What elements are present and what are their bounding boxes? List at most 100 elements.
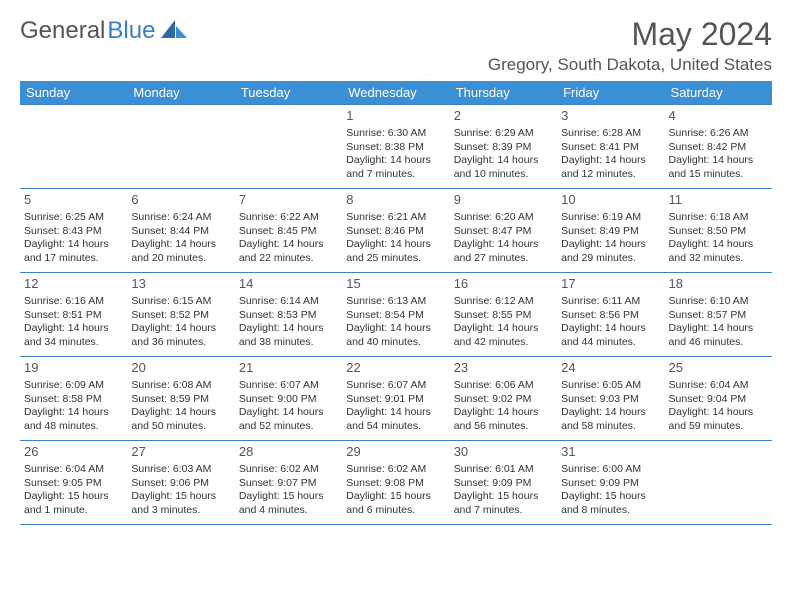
sail-icon <box>161 16 187 45</box>
brand-part2: Blue <box>107 17 155 45</box>
daylight-text: Daylight: 14 hours <box>561 154 660 168</box>
sunset-text: Sunset: 9:03 PM <box>561 393 660 407</box>
daylight-text: and 59 minutes. <box>669 420 768 434</box>
daylight-text: Daylight: 14 hours <box>669 238 768 252</box>
daylight-text: and 20 minutes. <box>131 252 230 266</box>
day-number: 24 <box>561 360 660 377</box>
day-number: 31 <box>561 444 660 461</box>
daylight-text: and 48 minutes. <box>24 420 123 434</box>
day-cell: 7Sunrise: 6:22 AMSunset: 8:45 PMDaylight… <box>235 189 342 273</box>
day-cell: 10Sunrise: 6:19 AMSunset: 8:49 PMDayligh… <box>557 189 664 273</box>
daylight-text: Daylight: 14 hours <box>561 238 660 252</box>
sunrise-text: Sunrise: 6:02 AM <box>239 463 338 477</box>
daylight-text: Daylight: 15 hours <box>24 490 123 504</box>
daylight-text: and 17 minutes. <box>24 252 123 266</box>
sunrise-text: Sunrise: 6:08 AM <box>131 379 230 393</box>
weekday-header: Sunday <box>20 81 127 105</box>
sunset-text: Sunset: 8:38 PM <box>346 141 445 155</box>
sunrise-text: Sunrise: 6:19 AM <box>561 211 660 225</box>
sunrise-text: Sunrise: 6:18 AM <box>669 211 768 225</box>
daylight-text: and 40 minutes. <box>346 336 445 350</box>
day-number: 1 <box>346 108 445 125</box>
day-number: 17 <box>561 276 660 293</box>
daylight-text: Daylight: 14 hours <box>454 406 553 420</box>
day-cell <box>20 105 127 189</box>
weekday-header: Monday <box>127 81 234 105</box>
daylight-text: Daylight: 14 hours <box>346 238 445 252</box>
sunset-text: Sunset: 9:02 PM <box>454 393 553 407</box>
daylight-text: Daylight: 14 hours <box>669 322 768 336</box>
day-number: 7 <box>239 192 338 209</box>
daylight-text: Daylight: 14 hours <box>24 406 123 420</box>
sunset-text: Sunset: 9:09 PM <box>454 477 553 491</box>
sunset-text: Sunset: 8:55 PM <box>454 309 553 323</box>
location-text: Gregory, South Dakota, United States <box>20 55 772 75</box>
sunrise-text: Sunrise: 6:10 AM <box>669 295 768 309</box>
sunset-text: Sunset: 8:47 PM <box>454 225 553 239</box>
daylight-text: and 10 minutes. <box>454 168 553 182</box>
daylight-text: Daylight: 14 hours <box>131 238 230 252</box>
daylight-text: Daylight: 14 hours <box>131 322 230 336</box>
sunset-text: Sunset: 8:49 PM <box>561 225 660 239</box>
day-cell: 13Sunrise: 6:15 AMSunset: 8:52 PMDayligh… <box>127 273 234 357</box>
day-number: 5 <box>24 192 123 209</box>
day-number: 29 <box>346 444 445 461</box>
daylight-text: Daylight: 14 hours <box>561 322 660 336</box>
day-cell: 6Sunrise: 6:24 AMSunset: 8:44 PMDaylight… <box>127 189 234 273</box>
sunrise-text: Sunrise: 6:26 AM <box>669 127 768 141</box>
sunset-text: Sunset: 9:08 PM <box>346 477 445 491</box>
daylight-text: Daylight: 14 hours <box>669 406 768 420</box>
day-number: 30 <box>454 444 553 461</box>
sunset-text: Sunset: 9:04 PM <box>669 393 768 407</box>
sunrise-text: Sunrise: 6:07 AM <box>239 379 338 393</box>
sunrise-text: Sunrise: 6:02 AM <box>346 463 445 477</box>
day-number: 3 <box>561 108 660 125</box>
day-cell: 22Sunrise: 6:07 AMSunset: 9:01 PMDayligh… <box>342 357 449 441</box>
daylight-text: Daylight: 15 hours <box>561 490 660 504</box>
sunrise-text: Sunrise: 6:12 AM <box>454 295 553 309</box>
sunset-text: Sunset: 9:05 PM <box>24 477 123 491</box>
day-number: 2 <box>454 108 553 125</box>
weekday-header: Thursday <box>450 81 557 105</box>
day-cell: 21Sunrise: 6:07 AMSunset: 9:00 PMDayligh… <box>235 357 342 441</box>
day-cell: 28Sunrise: 6:02 AMSunset: 9:07 PMDayligh… <box>235 441 342 525</box>
calendar-body: 1Sunrise: 6:30 AMSunset: 8:38 PMDaylight… <box>20 105 772 525</box>
sunrise-text: Sunrise: 6:04 AM <box>24 463 123 477</box>
sunset-text: Sunset: 8:54 PM <box>346 309 445 323</box>
daylight-text: Daylight: 15 hours <box>239 490 338 504</box>
sunrise-text: Sunrise: 6:01 AM <box>454 463 553 477</box>
day-number: 9 <box>454 192 553 209</box>
daylight-text: and 3 minutes. <box>131 504 230 518</box>
day-cell: 12Sunrise: 6:16 AMSunset: 8:51 PMDayligh… <box>20 273 127 357</box>
day-number: 22 <box>346 360 445 377</box>
daylight-text: Daylight: 15 hours <box>454 490 553 504</box>
daylight-text: and 15 minutes. <box>669 168 768 182</box>
daylight-text: and 42 minutes. <box>454 336 553 350</box>
sunset-text: Sunset: 8:52 PM <box>131 309 230 323</box>
day-number: 21 <box>239 360 338 377</box>
daylight-text: and 12 minutes. <box>561 168 660 182</box>
day-number: 8 <box>346 192 445 209</box>
sunrise-text: Sunrise: 6:13 AM <box>346 295 445 309</box>
sunrise-text: Sunrise: 6:16 AM <box>24 295 123 309</box>
daylight-text: and 1 minute. <box>24 504 123 518</box>
daylight-text: Daylight: 14 hours <box>454 322 553 336</box>
daylight-text: and 25 minutes. <box>346 252 445 266</box>
sunrise-text: Sunrise: 6:04 AM <box>669 379 768 393</box>
sunset-text: Sunset: 8:58 PM <box>24 393 123 407</box>
sunset-text: Sunset: 9:09 PM <box>561 477 660 491</box>
brand-part1: General <box>20 17 105 45</box>
day-cell: 14Sunrise: 6:14 AMSunset: 8:53 PMDayligh… <box>235 273 342 357</box>
week-row: 19Sunrise: 6:09 AMSunset: 8:58 PMDayligh… <box>20 357 772 441</box>
sunset-text: Sunset: 8:53 PM <box>239 309 338 323</box>
daylight-text: and 50 minutes. <box>131 420 230 434</box>
daylight-text: Daylight: 14 hours <box>131 406 230 420</box>
day-cell: 9Sunrise: 6:20 AMSunset: 8:47 PMDaylight… <box>450 189 557 273</box>
sunset-text: Sunset: 8:41 PM <box>561 141 660 155</box>
daylight-text: and 7 minutes. <box>346 168 445 182</box>
calendar-page: GeneralBlue May 2024 Gregory, South Dako… <box>0 0 792 541</box>
day-cell: 20Sunrise: 6:08 AMSunset: 8:59 PMDayligh… <box>127 357 234 441</box>
day-number: 18 <box>669 276 768 293</box>
daylight-text: Daylight: 14 hours <box>454 154 553 168</box>
sunset-text: Sunset: 9:00 PM <box>239 393 338 407</box>
